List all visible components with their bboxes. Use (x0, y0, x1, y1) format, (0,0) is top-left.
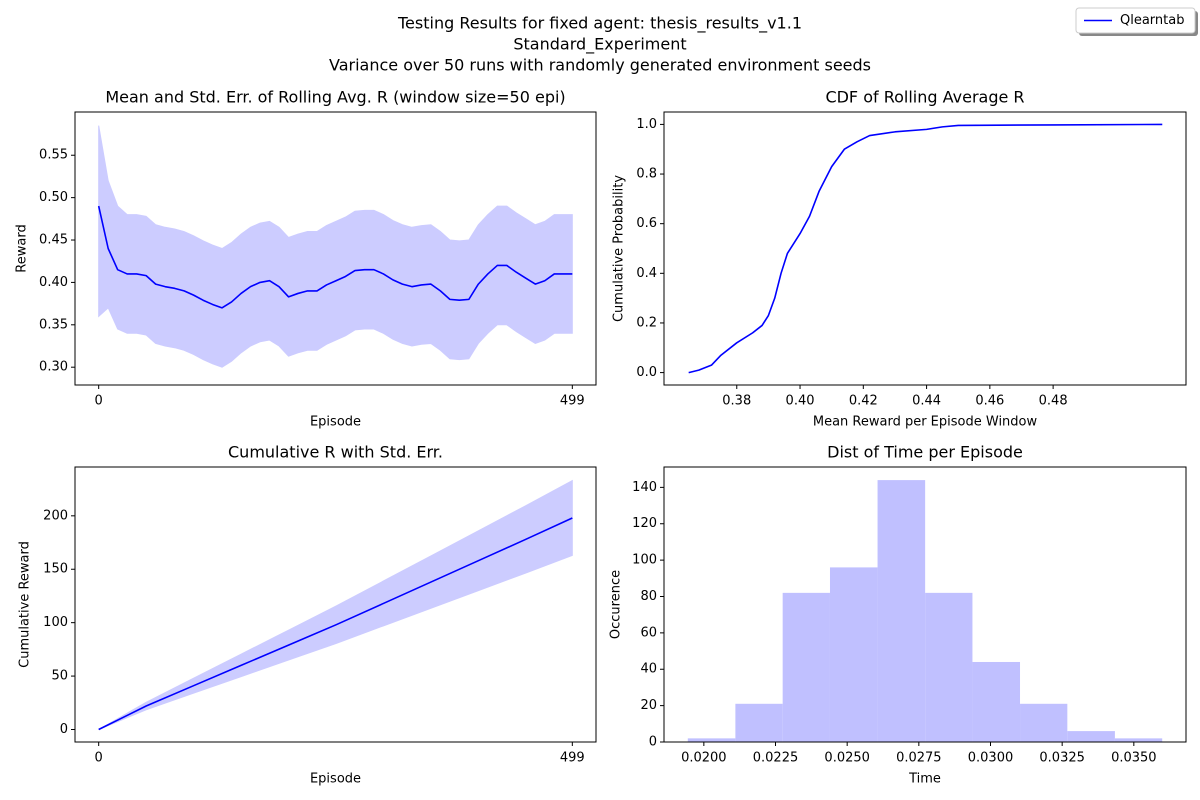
y-tick-label: 0 (60, 722, 68, 737)
axes-title: Mean and Std. Err. of Rolling Avg. R (wi… (105, 88, 565, 107)
series-line (688, 123, 1163, 374)
x-tick-label: 0.44 (912, 394, 941, 409)
histogram-bar (972, 661, 1021, 742)
x-axis-label: Mean Reward per Episode Window (813, 415, 1038, 430)
y-tick-label: 0.2 (636, 315, 657, 330)
histogram-bar (1067, 731, 1115, 742)
y-tick-label: 20 (640, 698, 657, 713)
y-tick-label: 140 (632, 480, 657, 495)
y-tick-label: 0.50 (39, 190, 68, 205)
y-tick-label: 80 (640, 589, 657, 604)
legend-box (1075, 7, 1196, 34)
y-tick-label: 0 (649, 735, 657, 750)
x-tick-label: 0.0300 (968, 751, 1014, 766)
x-tick-label: 0.0325 (1039, 751, 1085, 766)
x-tick-label: 0.0350 (1111, 751, 1157, 766)
y-tick-label: 0.8 (636, 167, 657, 182)
x-tick-label: 0.38 (722, 394, 751, 409)
suptitle-line: Variance over 50 runs with randomly gene… (329, 56, 871, 75)
axes-frame (663, 111, 1187, 386)
histogram-bar (829, 567, 878, 742)
axes-frame (74, 466, 597, 743)
series-line (98, 517, 573, 731)
histogram-bar (687, 738, 736, 742)
y-tick-label: 1.0 (636, 117, 657, 132)
legend-label: Qlearntab (1120, 13, 1184, 28)
x-axis-label: Time (908, 772, 941, 787)
histogram-bar (925, 592, 973, 742)
x-tick-label: 0.46 (975, 394, 1004, 409)
histogram-bar (1020, 703, 1068, 742)
y-tick-label: 0.4 (636, 266, 657, 281)
y-tick-label: 0.40 (39, 275, 68, 290)
histogram-bar (877, 480, 926, 742)
suptitle-line: Standard_Experiment (513, 35, 686, 55)
y-tick-label: 40 (640, 662, 657, 677)
x-tick-label: 0.0225 (753, 751, 799, 766)
y-tick-label: 0.45 (39, 233, 68, 248)
suptitle-line: Testing Results for fixed agent: thesis_… (397, 14, 802, 34)
y-tick-label: 0.35 (39, 317, 68, 332)
x-tick-label: 0 (95, 394, 103, 409)
x-axis-label: Episode (310, 772, 361, 787)
x-tick-label: 0.42 (849, 394, 878, 409)
axes-title: Cumulative R with Std. Err. (228, 443, 443, 462)
histogram-bar (735, 703, 783, 742)
y-tick-label: 50 (51, 669, 68, 684)
y-axis-label: Reward (15, 224, 30, 272)
axes-title: Dist of Time per Episode (827, 443, 1023, 462)
series-line (97, 205, 573, 309)
y-tick-label: 100 (632, 553, 657, 568)
axes-frame (74, 111, 597, 386)
x-tick-label: 0 (95, 751, 103, 766)
y-tick-label: 150 (43, 562, 68, 577)
y-tick-label: 0.0 (636, 365, 657, 380)
y-tick-label: 0.55 (39, 148, 68, 163)
y-tick-label: 60 (640, 625, 657, 640)
histogram-bar (1114, 738, 1163, 742)
histogram-bar (782, 592, 830, 742)
x-tick-label: 499 (560, 394, 585, 409)
x-tick-label: 0.0200 (681, 751, 727, 766)
y-tick-label: 200 (43, 508, 68, 523)
axes-title: CDF of Rolling Average R (825, 88, 1024, 107)
x-axis-label: Episode (310, 415, 361, 430)
y-tick-label: 0.30 (39, 360, 68, 375)
y-tick-label: 120 (632, 516, 657, 531)
x-tick-label: 0.0250 (824, 751, 870, 766)
x-tick-label: 0.0275 (896, 751, 942, 766)
x-tick-label: 0.48 (1039, 394, 1068, 409)
y-tick-label: 0.6 (636, 216, 657, 231)
y-tick-label: 100 (43, 615, 68, 630)
y-axis-label: Cumulative Reward (18, 541, 33, 668)
axes-frame (663, 466, 1187, 743)
x-tick-label: 499 (560, 751, 585, 766)
x-tick-label: 0.40 (786, 394, 815, 409)
y-axis-label: Cumulative Probability (612, 175, 627, 322)
y-axis-label: Occurence (609, 570, 624, 639)
